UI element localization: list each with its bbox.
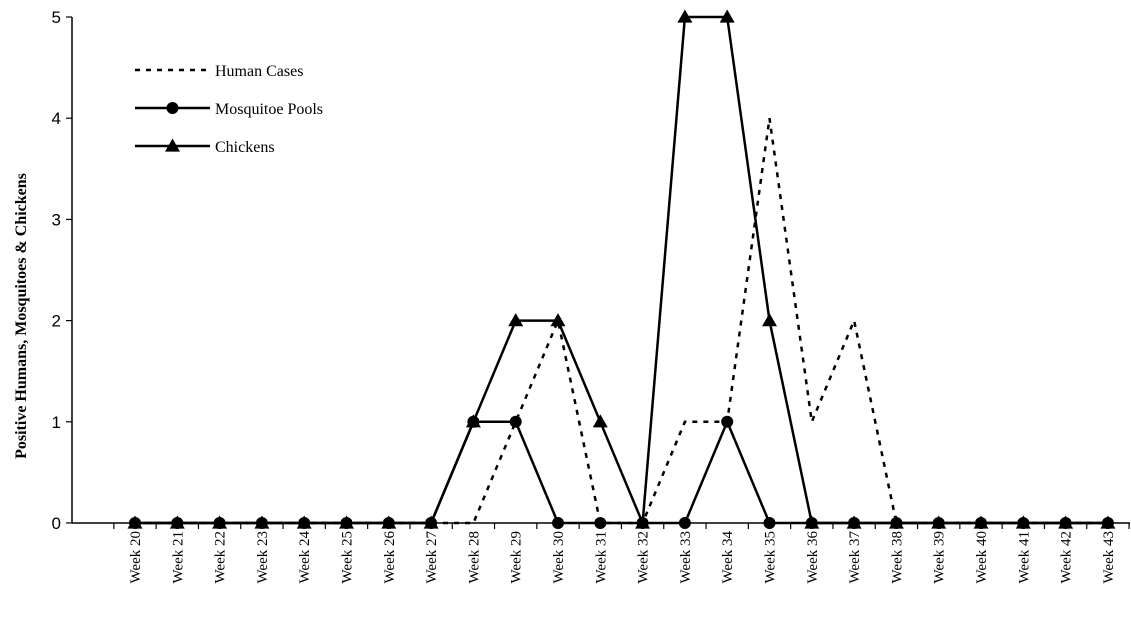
y-tick-label: 0 <box>52 514 61 533</box>
x-tick-label: Week 32 <box>636 531 652 584</box>
x-tick-label: Week 20 <box>128 531 144 584</box>
y-tick-label: 1 <box>52 413 61 432</box>
x-tick-label: Week 43 <box>1101 531 1117 584</box>
data-point <box>169 515 185 529</box>
data-point <box>339 515 354 529</box>
legend-label: Mosquitoe Pools <box>215 101 323 118</box>
data-point <box>888 515 904 529</box>
data-point <box>296 515 312 529</box>
x-tick-label: Week 42 <box>1059 531 1075 584</box>
x-tick-label: Week 31 <box>593 531 609 584</box>
x-tick-label: Week 30 <box>551 531 567 584</box>
series-line <box>135 118 1108 525</box>
series-layer <box>127 9 1116 529</box>
data-point <box>212 515 228 529</box>
x-tick-label: Week 27 <box>424 531 440 584</box>
legend: Human Cases Mosquitoe Pools Chickens <box>135 63 323 156</box>
x-tick-label: Week 36 <box>805 531 821 584</box>
data-point <box>508 313 524 327</box>
x-axis-ticks: Week 20 Week 21 Week 22 Week 23 Week 24 Week … <box>113 523 1130 584</box>
data-point <box>677 9 693 23</box>
legend-item: Chickens <box>135 138 275 156</box>
data-point <box>465 414 481 428</box>
legend-label: Human Cases <box>215 63 303 80</box>
x-tick-label: Week 37 <box>847 531 863 584</box>
x-tick-label: Week 21 <box>170 531 186 584</box>
legend-label: Chickens <box>215 139 275 156</box>
x-tick-label: Week 41 <box>1016 531 1032 584</box>
data-point <box>721 415 734 428</box>
y-tick-label: 3 <box>52 210 61 229</box>
x-tick-label: Week 28 <box>466 531 482 584</box>
x-tick-label: Week 26 <box>382 531 398 584</box>
x-tick-label: Week 24 <box>297 531 313 584</box>
x-tick-label: Week 33 <box>678 531 694 584</box>
data-point <box>1015 515 1031 529</box>
data-point <box>254 515 270 529</box>
data-point <box>550 313 566 327</box>
x-tick-label: Week 29 <box>509 531 525 584</box>
x-tick-label: Week 25 <box>340 531 356 584</box>
data-point <box>592 414 608 428</box>
x-tick-label: Week 34 <box>720 531 736 584</box>
axes <box>71 17 1130 524</box>
y-axis-ticks: 0 1 2 3 4 5 <box>52 8 72 533</box>
y-tick-label: 5 <box>52 8 61 27</box>
data-point <box>1058 515 1074 529</box>
x-tick-label: Week 40 <box>974 531 990 584</box>
data-point <box>127 515 143 529</box>
data-point <box>804 515 820 529</box>
data-point <box>423 515 439 529</box>
data-point <box>973 515 989 529</box>
x-tick-label: Week 35 <box>763 531 779 584</box>
data-point <box>552 517 564 529</box>
data-point <box>763 517 776 529</box>
legend-item: Mosquitoe Pools <box>135 101 323 118</box>
data-point <box>762 313 777 327</box>
legend-marker <box>166 102 179 114</box>
x-tick-label: Week 22 <box>213 531 229 584</box>
data-point <box>846 515 862 529</box>
data-point <box>931 515 947 529</box>
legend-marker <box>165 138 180 152</box>
data-point <box>719 9 735 23</box>
data-point <box>678 517 691 529</box>
x-tick-label: Week 38 <box>889 531 905 584</box>
data-point <box>509 415 522 428</box>
data-point <box>381 515 397 529</box>
series-chickens <box>127 9 1116 529</box>
x-tick-label: Week 39 <box>932 531 948 584</box>
series-line <box>135 15 1108 525</box>
data-point <box>594 517 607 529</box>
y-tick-label: 2 <box>52 312 61 331</box>
y-tick-label: 4 <box>52 109 61 128</box>
legend-item: Human Cases <box>135 63 303 80</box>
data-point <box>635 515 651 529</box>
y-axis-label: Positive Humans, Mosquitoes & Chickens <box>13 173 30 459</box>
series-human-cases <box>135 118 1108 525</box>
data-point <box>1100 515 1116 529</box>
x-tick-label: Week 23 <box>255 531 271 584</box>
